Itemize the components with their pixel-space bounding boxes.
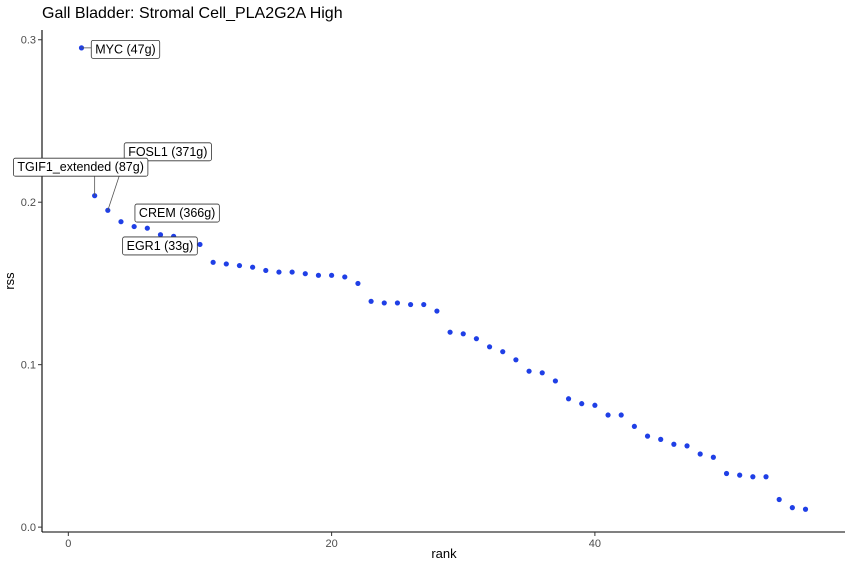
annotations: MYC (47g) FOSL1 (371g)TGIF1_extended (87g… [13,39,220,256]
annotation-box [134,203,220,223]
data-point [460,331,466,337]
y-tick-label: 0.1 [21,360,36,372]
data-point [802,506,809,512]
data-point [263,267,269,274]
data-point [697,451,703,457]
data-point [394,300,401,306]
data-point [592,402,598,408]
data-point [368,298,374,304]
y-tick-label: 0.2 [21,197,36,209]
annotation-text: FOSL1 (371g) [128,145,207,159]
data-points [78,45,809,512]
data-point [355,280,361,287]
data-point [210,259,216,265]
data-point [447,329,453,335]
data-point [473,336,480,342]
annotation-text: EGR1 (33g) [127,239,194,253]
data-point [289,269,295,275]
data-point [644,433,651,439]
data-point [486,344,493,350]
data-point [302,271,308,277]
annotation-label: EGR1 (33g) [122,236,198,256]
data-point [552,378,558,384]
data-point [763,474,769,480]
data-point [118,219,124,225]
data-point [723,470,730,477]
x-tick-label: 40 [589,538,601,550]
annotation-label: MYC (47g) [81,39,161,59]
data-point [631,423,637,430]
y-tick-label: 0.0 [21,522,36,534]
annotation-text: TGIF1_extended (87g) [17,160,143,174]
data-point [315,272,322,278]
data-point [684,443,690,449]
annotation-box [123,142,212,162]
data-point [671,441,677,447]
data-point [250,264,256,270]
data-point [276,269,282,275]
x-tick-label: 20 [325,538,337,550]
data-point [605,412,611,418]
data-point [789,505,795,511]
data-point [144,225,150,231]
annotation-text: CREM (366g) [139,206,215,220]
annotation-box [13,157,149,177]
data-point [658,436,664,442]
plot-area: 0.0 0.1 0.2 0.3 0 20 40 MYC (47g) FOSL1 (371g)T… [13,30,845,550]
data-point [565,396,572,402]
data-point [407,301,414,308]
annotation-box [90,39,161,59]
annotation-label: TGIF1_extended (87g) [13,157,149,196]
axis-ticks: 0.0 0.1 0.2 0.3 0 20 40 [21,35,601,550]
data-point [236,262,243,269]
data-point [223,261,229,267]
data-point [513,357,519,363]
x-tick-label: 0 [65,538,71,550]
annotation-box [122,236,198,256]
data-point [737,472,743,478]
data-point [131,223,137,230]
data-point [579,401,585,407]
annotation-text: MYC (47g) [95,42,155,56]
data-point [750,474,756,480]
data-point [197,241,203,248]
chart-title: Gall Bladder: Stromal Cell_PLA2G2A High [42,5,343,22]
data-point [500,349,506,355]
data-point [342,274,348,280]
data-point [526,368,532,374]
data-point [329,272,335,278]
annotation-label: CREM (366g) [134,203,220,223]
data-point [434,308,440,314]
annotation-label: FOSL1 (371g) [107,142,212,211]
data-point [776,496,782,503]
data-point [157,232,164,238]
y-axis-title: rss [2,272,17,290]
data-point [710,454,716,460]
x-axis-title: rank [431,546,457,561]
data-point [421,301,427,308]
data-point [618,412,624,418]
data-point [381,300,387,306]
data-point [539,370,545,376]
y-tick-label: 0.3 [21,35,36,47]
